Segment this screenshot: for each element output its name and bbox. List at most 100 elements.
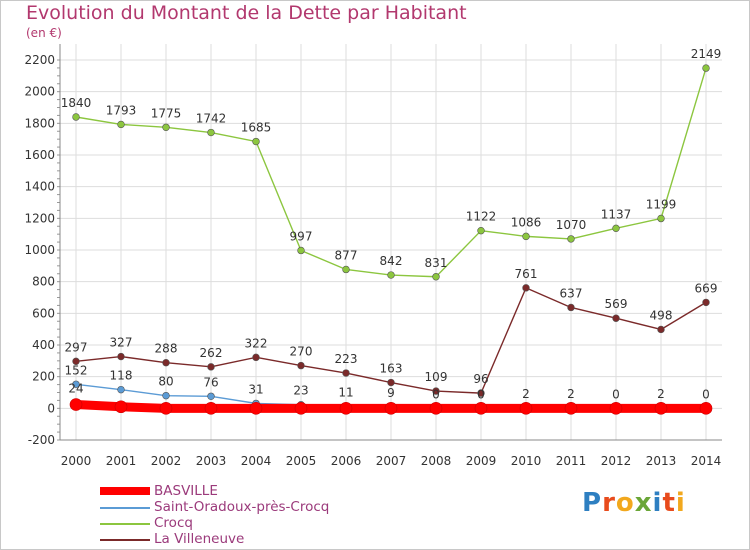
data-label-2: 1793 xyxy=(106,103,137,117)
series-point-2 xyxy=(162,123,170,131)
y-tick-label: 1200 xyxy=(24,211,55,225)
series-point-0 xyxy=(384,402,398,415)
series-point-3 xyxy=(522,284,530,292)
series-point-0 xyxy=(564,402,578,415)
x-tick-label: 2007 xyxy=(376,454,407,468)
series-point-2 xyxy=(207,128,215,137)
data-label-2: 1685 xyxy=(241,121,272,135)
series-point-1 xyxy=(72,380,80,388)
data-label-3: 498 xyxy=(650,308,673,322)
series-point-0 xyxy=(519,402,533,415)
series-point-2 xyxy=(432,273,440,281)
series-point-0 xyxy=(429,402,443,415)
y-tick-label: 1800 xyxy=(24,116,55,130)
x-tick-label: 2001 xyxy=(106,454,137,468)
series-point-3 xyxy=(657,325,665,334)
series-point-2 xyxy=(252,137,260,146)
data-label-2: 997 xyxy=(290,229,313,243)
series-point-3 xyxy=(252,353,260,362)
data-label-3: 223 xyxy=(335,352,358,366)
data-label-1: 11 xyxy=(338,386,353,400)
series-point-3 xyxy=(207,363,215,371)
series-point-2 xyxy=(477,226,485,235)
legend-label-saint-oradoux: Saint-Oradoux-près-Crocq xyxy=(154,499,330,515)
y-tick-label: 1000 xyxy=(24,243,55,257)
series-point-3 xyxy=(432,387,440,395)
data-label-2: 2149 xyxy=(691,47,722,61)
data-label-3: 669 xyxy=(695,281,718,295)
data-label-1: 152 xyxy=(65,363,88,377)
x-tick-label: 2011 xyxy=(556,454,587,468)
y-tick-label: 600 xyxy=(32,306,55,320)
legend-item-saint-oradoux: Saint-Oradoux-près-Crocq xyxy=(100,499,420,516)
series-point-2 xyxy=(522,232,530,241)
series-point-0 xyxy=(249,402,263,415)
series-point-0 xyxy=(339,402,353,415)
data-label-3: 262 xyxy=(200,346,223,360)
x-tick-label: 2010 xyxy=(511,454,542,468)
legend-item-la-villeneuve: La Villeneuve xyxy=(100,531,420,548)
legend-item-basville: BASVILLE xyxy=(100,483,420,500)
series-point-0 xyxy=(204,402,218,415)
series-point-2 xyxy=(72,113,80,121)
series-point-3 xyxy=(477,389,485,397)
series-point-2 xyxy=(342,265,350,274)
series-point-1 xyxy=(207,392,215,400)
x-tick-label: 2005 xyxy=(286,454,317,468)
data-label-2: 1137 xyxy=(601,207,632,221)
series-point-0 xyxy=(69,398,83,411)
series-point-2 xyxy=(567,235,575,243)
data-label-3: 163 xyxy=(380,362,403,376)
line-chart: -200020040060080010001200140016001800200… xyxy=(24,44,722,468)
data-label-2: 1775 xyxy=(151,106,182,120)
chart-subtitle: (en €) xyxy=(26,26,62,40)
series-point-0 xyxy=(609,402,623,415)
data-label-3: 322 xyxy=(245,336,268,350)
series-point-2 xyxy=(702,64,710,72)
data-label-1: 0 xyxy=(432,387,440,401)
series-point-0 xyxy=(114,400,128,414)
series-point-3 xyxy=(612,314,620,322)
data-label-3: 288 xyxy=(155,342,178,356)
y-tick-label: 1600 xyxy=(24,148,55,162)
x-tick-label: 2013 xyxy=(646,454,677,468)
x-tick-label: 2009 xyxy=(466,454,497,468)
series-point-3 xyxy=(72,357,80,366)
data-label-2: 1070 xyxy=(556,218,587,232)
data-label-1: 118 xyxy=(110,369,133,383)
legend-label-la-villeneuve: La Villeneuve xyxy=(154,531,245,547)
series-point-3 xyxy=(162,359,170,367)
x-tick-label: 2002 xyxy=(151,454,182,468)
data-label-2: 842 xyxy=(380,254,403,268)
y-tick-label: 200 xyxy=(32,370,55,384)
data-label-2: 831 xyxy=(425,256,448,270)
data-label-3: 96 xyxy=(473,372,488,386)
data-label-3: 109 xyxy=(425,370,448,384)
data-label-1: 0 xyxy=(612,387,620,401)
series-point-3 xyxy=(297,361,305,370)
legend-swatch-crocq xyxy=(100,523,150,525)
data-label-1: 0 xyxy=(477,387,485,401)
series-point-2 xyxy=(387,271,395,279)
series-point-0 xyxy=(474,402,488,415)
data-label-2: 1122 xyxy=(466,210,497,224)
series-point-0 xyxy=(654,402,668,415)
data-label-3: 270 xyxy=(290,345,313,359)
series-point-2 xyxy=(657,214,665,223)
legend-swatch-saint-oradoux xyxy=(100,507,150,509)
data-label-0: 24 xyxy=(68,382,83,396)
proxiti-logo: Proxiti xyxy=(582,488,686,518)
series-point-3 xyxy=(342,369,350,377)
series-point-2 xyxy=(297,246,305,255)
x-tick-label: 2004 xyxy=(241,454,272,468)
y-tick-label: -200 xyxy=(28,433,55,447)
y-tick-label: 1400 xyxy=(24,180,55,194)
data-label-1: 2 xyxy=(567,387,575,401)
series-point-1 xyxy=(117,385,125,394)
data-label-1: 31 xyxy=(248,382,263,396)
data-label-1: 76 xyxy=(203,375,218,389)
legend-swatch-basville xyxy=(100,487,150,495)
series-point-2 xyxy=(612,224,620,233)
legend-label-basville: BASVILLE xyxy=(154,483,218,499)
y-tick-label: 0 xyxy=(47,401,55,415)
